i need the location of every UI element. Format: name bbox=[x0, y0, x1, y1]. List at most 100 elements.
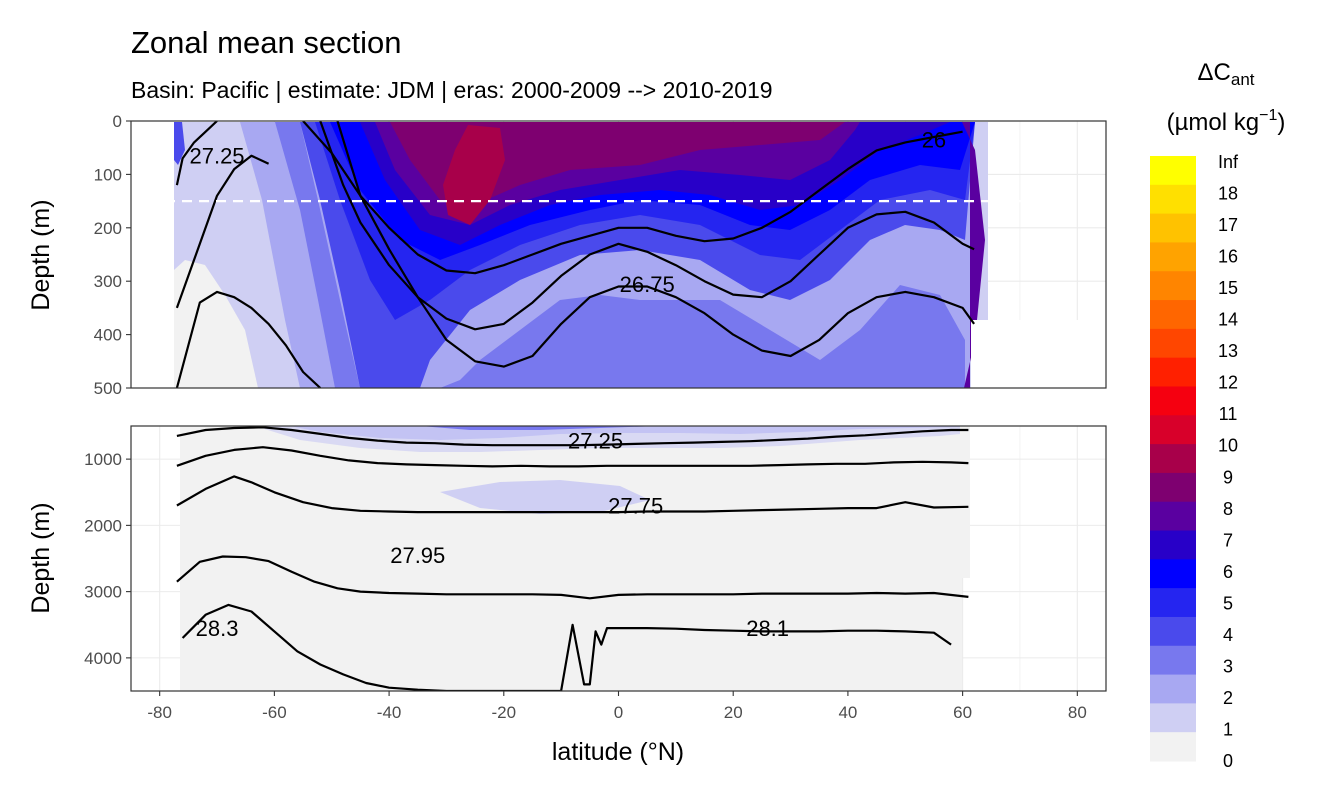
isopycnal-contour bbox=[176, 446, 969, 468]
isopycnal-contour bbox=[302, 121, 963, 275]
contour-label: 28.3 bbox=[196, 616, 239, 641]
contour-label: 27.25 bbox=[189, 144, 244, 169]
legend-color-box bbox=[1150, 588, 1196, 618]
legend-units: (µmol kg−1) bbox=[1167, 107, 1286, 136]
contour-label: 26 bbox=[922, 128, 946, 153]
legend-label: 14 bbox=[1218, 310, 1238, 330]
isopycnal-contour bbox=[336, 121, 975, 368]
legend-label: 16 bbox=[1218, 247, 1238, 267]
legend-label: 11 bbox=[1219, 404, 1238, 424]
chart-subtitle: Basin: Pacific | estimate: JDM | eras: 2… bbox=[131, 77, 773, 103]
legend-color-box bbox=[1150, 559, 1196, 589]
field-band-3 bbox=[275, 122, 965, 388]
y-tick-label: 0 bbox=[113, 112, 122, 131]
legend-label: 12 bbox=[1218, 373, 1238, 393]
lower-panel: 1000 2000 3000 4000 27.25 27.75 27.95 28.3 28.1 bbox=[84, 425, 1107, 692]
isopycnal-contour bbox=[175, 290, 322, 388]
legend-color-box bbox=[1150, 530, 1196, 560]
y-tick-label: 300 bbox=[94, 272, 122, 291]
lower-y-ticks: 1000 2000 3000 4000 bbox=[84, 450, 131, 668]
x-tick-label: 40 bbox=[838, 703, 857, 722]
legend-label: 18 bbox=[1218, 184, 1238, 204]
isopycnal-contour bbox=[175, 154, 270, 309]
legend-label: 15 bbox=[1218, 278, 1238, 298]
y-tick-label: 100 bbox=[94, 165, 122, 184]
upper-contour-labels: 27.25 26 26.75 bbox=[189, 128, 946, 297]
field-mask-south bbox=[131, 121, 174, 388]
contour-label: 27.25 bbox=[568, 429, 623, 454]
legend-label: 1 bbox=[1223, 720, 1233, 740]
field-antarctic-spot bbox=[174, 122, 185, 165]
legend-units-superscript: −1 bbox=[1259, 107, 1277, 124]
legend-color-box bbox=[1150, 732, 1196, 762]
isopycnal-contour bbox=[176, 475, 969, 514]
legend-label: 0 bbox=[1223, 751, 1233, 771]
upper-panel-border bbox=[130, 120, 1107, 389]
isopycnal-contour bbox=[181, 603, 952, 691]
y-tick-label: 4000 bbox=[84, 649, 122, 668]
lower-y-axis-title: Depth (m) bbox=[27, 502, 55, 613]
contour-label: 26.75 bbox=[620, 272, 675, 297]
legend-color-box bbox=[1150, 501, 1196, 532]
legend-color-box bbox=[1150, 703, 1196, 733]
contour-label: 27.95 bbox=[390, 543, 445, 568]
x-tick-label: 0 bbox=[614, 703, 623, 722]
legend-color-box bbox=[1150, 415, 1196, 445]
legend-label: 2 bbox=[1223, 688, 1233, 708]
x-tick-label: -60 bbox=[262, 703, 287, 722]
legend-label: 7 bbox=[1223, 530, 1233, 550]
legend-units-open: (µmol kg bbox=[1167, 109, 1260, 136]
y-tick-label: 3000 bbox=[84, 583, 122, 602]
x-tick-label: 60 bbox=[953, 703, 972, 722]
contour-label: 28.1 bbox=[746, 616, 789, 641]
legend-label: 9 bbox=[1223, 467, 1233, 487]
legend-color-box bbox=[1150, 242, 1196, 272]
isopycnal-contour bbox=[175, 121, 218, 186]
upper-field bbox=[131, 121, 1106, 388]
legend-label: 10 bbox=[1218, 436, 1238, 456]
legend-color-box bbox=[1150, 444, 1196, 474]
upper-isopycnals bbox=[175, 121, 975, 388]
legend-color-box bbox=[1150, 184, 1196, 215]
x-tick-label: -20 bbox=[492, 703, 517, 722]
legend-label: 4 bbox=[1223, 625, 1233, 645]
legend-label: 8 bbox=[1223, 499, 1233, 519]
legend-color-box bbox=[1150, 386, 1196, 416]
legend-label: 5 bbox=[1223, 593, 1233, 613]
y-tick-label: 500 bbox=[94, 379, 122, 398]
legend-label: 13 bbox=[1218, 341, 1238, 361]
legend-color-box bbox=[1150, 213, 1196, 244]
legend-label: 6 bbox=[1223, 562, 1233, 582]
chart-title: Zonal mean section bbox=[131, 25, 402, 60]
legend-color-box bbox=[1150, 645, 1196, 676]
legend-color-box bbox=[1150, 472, 1196, 503]
x-tick-label: 80 bbox=[1068, 703, 1087, 722]
contour-label: 27.75 bbox=[608, 494, 663, 519]
legend-title-main: ΔC bbox=[1197, 59, 1230, 86]
field-band-3-deep bbox=[420, 426, 660, 430]
x-tick-label: -80 bbox=[147, 703, 172, 722]
field-band-0-deep bbox=[180, 426, 970, 691]
legend-title: ΔCant bbox=[1197, 59, 1254, 89]
isopycnal-contour bbox=[176, 555, 969, 600]
upper-y-axis-title: Depth (m) bbox=[27, 199, 55, 310]
legend-color-box bbox=[1150, 300, 1196, 330]
y-tick-label: 400 bbox=[94, 326, 122, 345]
y-tick-label: 1000 bbox=[84, 450, 122, 469]
colorbar-legend: ΔCant (µmol kg−1) Inf1817161514131211109… bbox=[1150, 59, 1285, 771]
legend-label: Inf bbox=[1218, 152, 1239, 172]
upper-panel: 0 100 200 300 400 500 27.25 26 26.75 bbox=[94, 112, 1107, 398]
upper-y-ticks: 0 100 200 300 400 500 bbox=[94, 112, 131, 398]
lower-contour-labels: 27.25 27.75 27.95 28.3 28.1 bbox=[196, 429, 789, 641]
legend-color-box bbox=[1150, 357, 1196, 388]
x-axis-ticks: -80 -60 -40 -20 0 20 40 60 80 bbox=[147, 691, 1087, 722]
field-band-9 bbox=[390, 122, 845, 205]
field-mask-north bbox=[971, 320, 1106, 388]
y-tick-label: 200 bbox=[94, 219, 122, 238]
x-axis-title: latitude (°N) bbox=[552, 738, 684, 766]
legend-color-box bbox=[1150, 674, 1196, 704]
y-tick-label: 2000 bbox=[84, 516, 122, 535]
legend-color-box bbox=[1150, 616, 1196, 647]
